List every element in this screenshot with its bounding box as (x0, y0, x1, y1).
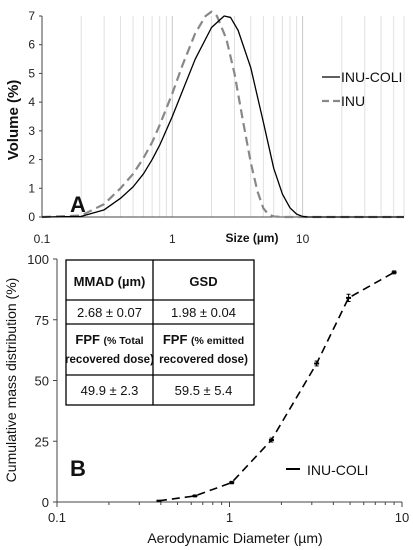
table-frame (65, 259, 255, 406)
panel-label-b: B (70, 456, 86, 481)
chart-b-x-axis-title: Aerodynamic Diameter (µm) (147, 530, 322, 546)
x-tick-label: 1 (226, 510, 233, 525)
x-tick-label: 10 (395, 510, 409, 525)
table-cell: 2.68 ± 0.07 (77, 305, 142, 320)
legend-label: INU-COLI (341, 69, 402, 85)
table-cell: recovered dose) (159, 354, 248, 366)
y-tick-label: 1 (28, 181, 35, 195)
y-tick-label: 0 (42, 495, 49, 510)
chart-b: 0 25 50 75 100 0.1 1 10 MMAD (µm) GSD 2.68 ± 0.07… (3, 252, 409, 546)
series-line-inu-coli (41, 15, 404, 218)
chart-a-x-axis-title: Size (µm) (226, 231, 279, 245)
table-cell: FPF (% Total (75, 332, 143, 347)
x-tick-label: 0.1 (48, 510, 66, 525)
table-cell: 1.98 ± 0.04 (171, 305, 236, 320)
table-cell: recovered dose) (65, 354, 154, 366)
x-tick-label: 0.1 (34, 232, 51, 246)
chart-a: 0 1 2 3 4 5 6 7 0.1 1 10 INU-COLI INU Volume (%) Si… (5, 9, 405, 246)
y-tick-label: 0 (28, 210, 35, 224)
chart-a-ticks: 0 1 2 3 4 5 6 7 0.1 1 10 (28, 9, 309, 246)
y-tick-label: 3 (28, 124, 35, 138)
legend-label: INU (341, 93, 365, 109)
x-tick-label: 1 (169, 232, 176, 246)
y-tick-label: 75 (35, 313, 49, 328)
chart-a-legend: INU-COLI INU (322, 69, 402, 109)
chart-a-axes (41, 16, 404, 218)
chart-b-ticks: 0 25 50 75 100 0.1 1 10 (27, 252, 409, 525)
y-tick-label: 50 (35, 374, 49, 389)
chart-a-series (41, 10, 404, 219)
chart-b-table: MMAD (µm) GSD 2.68 ± 0.07 1.98 ± 0.04 FPF (%… (65, 259, 255, 406)
table-cell: MMAD (µm) (74, 274, 146, 289)
series-line-inu (41, 10, 404, 219)
table-cell: 59.5 ± 5.4 (175, 383, 233, 398)
y-tick-label: 5 (28, 66, 35, 80)
chart-a-y-axis-title: Volume (%) (5, 80, 22, 161)
chart-b-y-axis-title: Cumulative mass distribution (%) (3, 278, 19, 483)
table-cell: FPF (% emitted (163, 332, 244, 347)
y-tick-label: 4 (28, 95, 35, 109)
table-cell: GSD (189, 274, 217, 289)
y-tick-label: 7 (28, 9, 35, 23)
y-tick-label: 100 (27, 252, 49, 267)
table-cell: 49.9 ± 2.3 (81, 383, 139, 398)
chart-b-legend: INU-COLI (286, 462, 368, 478)
x-tick-label: 10 (296, 232, 310, 246)
panel-label-a: A (70, 192, 86, 217)
y-tick-label: 25 (35, 434, 49, 449)
legend-label: INU-COLI (307, 462, 368, 478)
chart-b-series (156, 270, 397, 502)
y-tick-label: 2 (28, 153, 35, 167)
chart-a-grid (41, 16, 405, 217)
y-tick-label: 6 (28, 38, 35, 52)
